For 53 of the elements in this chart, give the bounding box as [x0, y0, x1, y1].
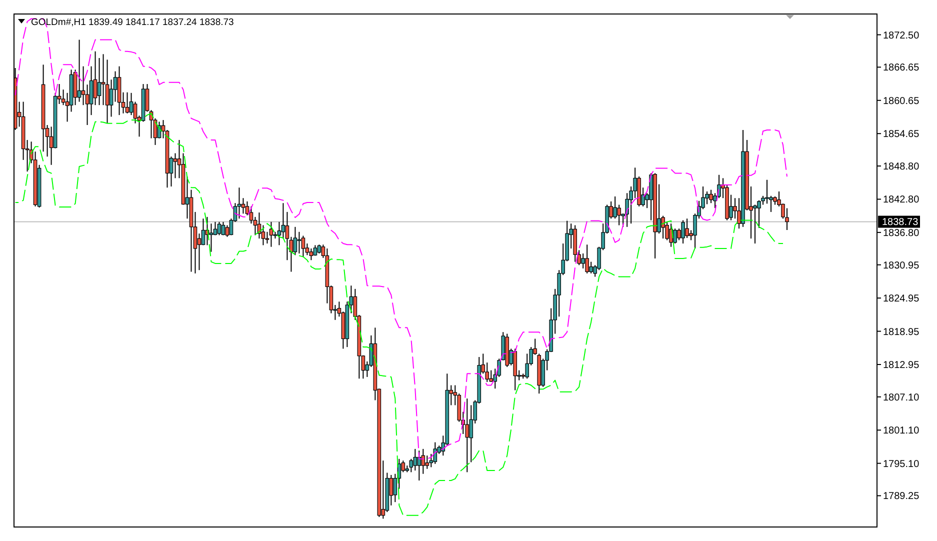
candlestick: [581, 252, 585, 269]
candlestick: [253, 216, 258, 236]
candlestick: [293, 226, 298, 256]
candlestick: [425, 455, 430, 470]
y-tick-label: 1848.80: [883, 161, 920, 172]
candlestick: [785, 208, 789, 230]
y-tick-label: 1854.65: [883, 129, 920, 140]
candlestick: [201, 218, 206, 246]
candlestick: [465, 398, 470, 473]
candlestick: [685, 218, 689, 238]
y-tick-label: 1818.95: [883, 326, 920, 338]
y-tick-label: 1807.10: [883, 392, 920, 404]
candlestick: [241, 198, 246, 214]
candlestick: [221, 221, 226, 236]
candlestick: [617, 204, 621, 226]
candlestick: [129, 92, 134, 116]
y-tick-label: 1812.95: [883, 360, 920, 371]
candlestick: [77, 39, 82, 102]
line-series: [14, 112, 784, 516]
candlestick: [681, 220, 685, 244]
candlestick: [261, 224, 266, 246]
y-tick-label: 1801.10: [883, 426, 920, 437]
y-tick-label: 1789.25: [883, 491, 920, 502]
y-tick-label: 1830.95: [883, 260, 920, 272]
y-tick-label: 1872.50: [883, 30, 920, 42]
y-tick-label: 1824.95: [883, 294, 920, 305]
candlestick: [217, 221, 222, 236]
candlestick: [301, 235, 306, 258]
candlestick: [213, 221, 218, 236]
ref-line-label: 1838.73: [882, 217, 919, 228]
candlestick: [81, 66, 86, 106]
y-tick-label: 1795.10: [883, 458, 920, 470]
candlestick: [297, 231, 302, 254]
candlestick: [173, 152, 178, 179]
candlestick: [673, 228, 677, 244]
y-tick-label: 1860.65: [883, 96, 920, 107]
candlestick: [589, 261, 593, 274]
candlestick: [421, 448, 426, 474]
candlestick: [109, 79, 114, 118]
y-tick-label: 1836.80: [883, 228, 920, 239]
candlestick: [433, 442, 438, 464]
candlestick: [209, 223, 214, 252]
candlestick: [413, 448, 418, 472]
candlestick: [125, 92, 130, 114]
candlestick: [101, 54, 106, 106]
candlestick: [585, 244, 589, 274]
candlestick: [705, 190, 709, 205]
candlestick: [97, 58, 102, 106]
candlestick: [309, 248, 314, 261]
y-tick-label: 1866.65: [883, 62, 920, 74]
candlestick: [709, 189, 713, 204]
candlestick: [765, 179, 769, 204]
y-tick-label: 1842.80: [883, 194, 920, 206]
